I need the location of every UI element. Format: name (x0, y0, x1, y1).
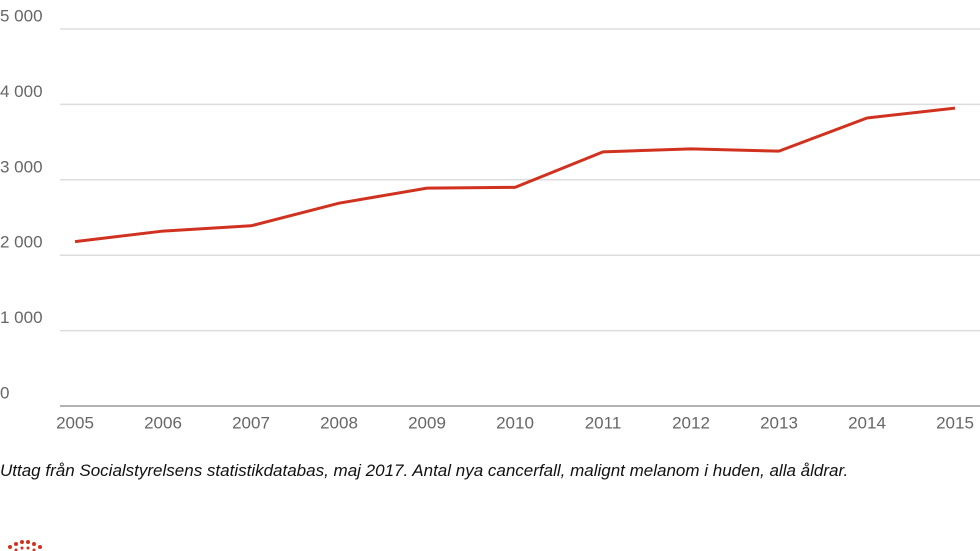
y-tick-label: 4 000 (0, 82, 43, 101)
x-tick-label: 2013 (760, 413, 798, 432)
x-tick-label: 2009 (408, 413, 446, 432)
caption: Uttag från Socialstyrelsens statistikdat… (0, 461, 849, 480)
logo (8, 540, 42, 551)
y-tick-label: 0 (0, 383, 9, 402)
x-tick-label: 2006 (144, 413, 182, 432)
chart: 0 1 000 2 000 3 000 4 000 5 000 2005 2006 2007 20… (0, 6, 980, 432)
y-tick-label: 5 000 (0, 6, 43, 25)
x-tick-label: 2007 (232, 413, 270, 432)
y-tick-label: 3 000 (0, 157, 43, 176)
x-tick-label: 2014 (848, 413, 886, 432)
x-tick-label: 2005 (56, 413, 94, 432)
x-tick-label: 2010 (496, 413, 534, 432)
x-tick-label: 2011 (585, 413, 622, 432)
x-tick-label: 2012 (672, 413, 710, 432)
x-tick-label: 2015 (936, 413, 974, 432)
x-tick-label: 2008 (320, 413, 358, 432)
y-tick-label: 1 000 (0, 308, 43, 327)
y-tick-label: 2 000 (0, 233, 43, 252)
line (74, 106, 956, 244)
